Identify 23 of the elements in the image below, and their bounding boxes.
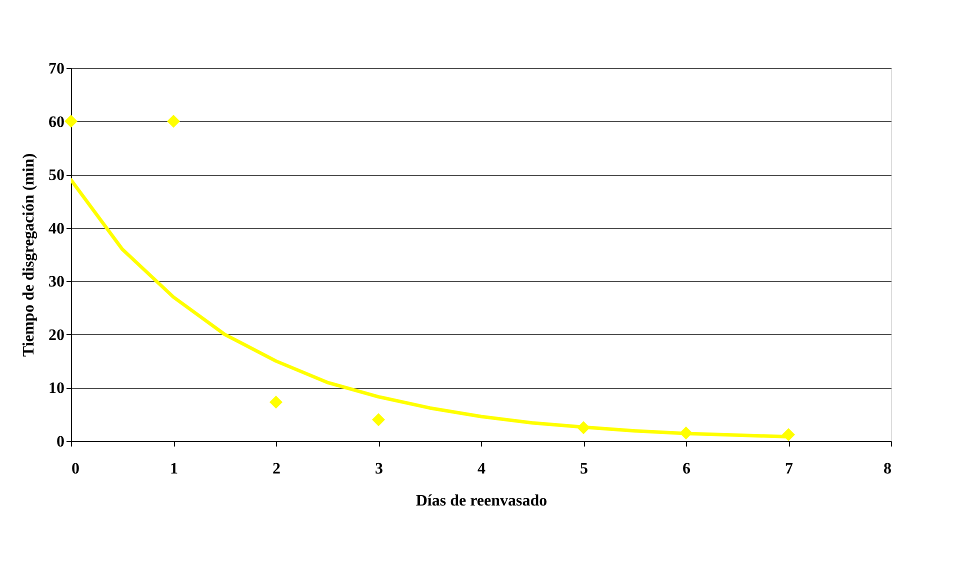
y-tick-label: 40	[48, 220, 64, 238]
x-tick-label: 8	[884, 460, 892, 478]
y-tick-label: 20	[48, 326, 64, 344]
x-tick-label: 3	[375, 460, 383, 478]
x-tick-label: 5	[580, 460, 588, 478]
y-tick-label: 10	[48, 380, 64, 398]
point	[269, 396, 283, 409]
y-axis-title: Tiempo de disgregación (min)	[20, 153, 38, 357]
x-axis-title: Días de reenvasado	[416, 492, 548, 510]
x-tick-label: 2	[272, 460, 280, 478]
y-tick-label: 50	[48, 167, 64, 184]
x-tick-label: 7	[785, 460, 793, 478]
y-tick-label: 60	[48, 114, 64, 131]
y-tick-label: 0	[56, 434, 64, 450]
x-tick-label: 4	[478, 460, 486, 478]
y-tick-label: 30	[48, 274, 64, 291]
y-tick-label: 70	[48, 60, 64, 78]
x-tick-label: 1	[170, 460, 178, 478]
point	[64, 114, 78, 128]
x-tick-label: 6	[682, 460, 690, 478]
point	[372, 413, 386, 426]
x-tick-label: 0	[72, 460, 80, 478]
point	[166, 114, 180, 128]
